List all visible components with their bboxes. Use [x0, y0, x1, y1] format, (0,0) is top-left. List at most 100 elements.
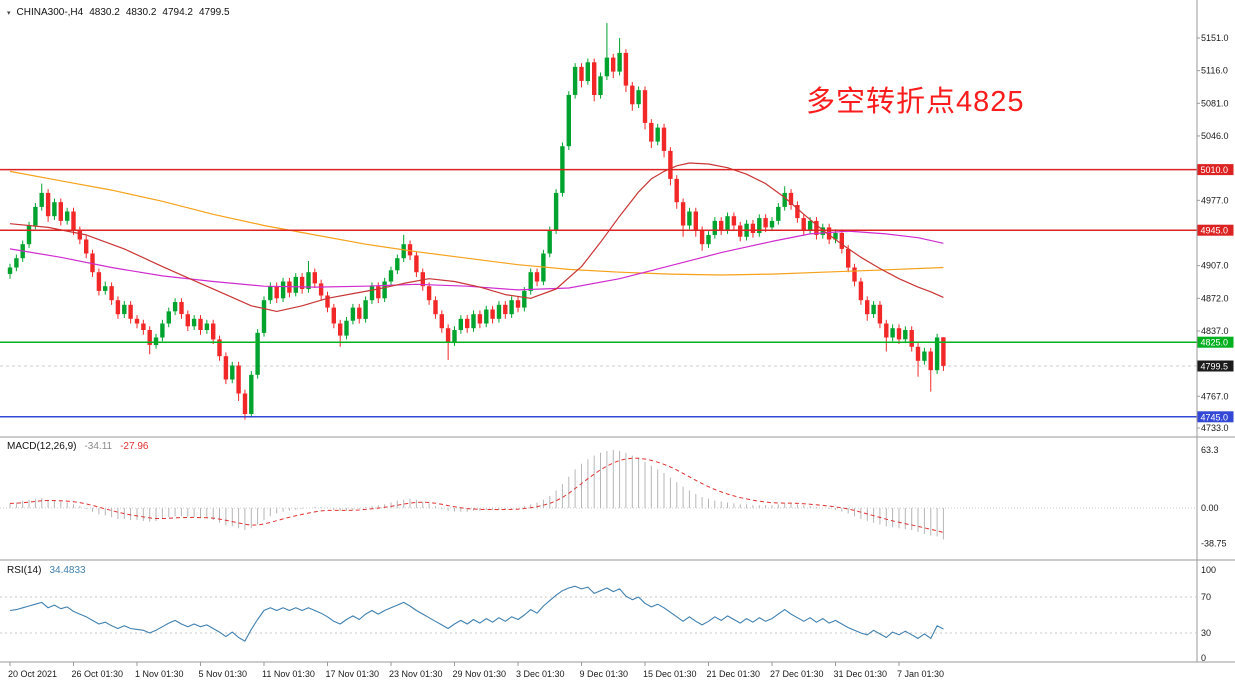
candle-body — [865, 300, 870, 315]
collapse-icon[interactable]: ▾ — [7, 9, 11, 17]
candle-body — [458, 318, 463, 330]
candle-body — [572, 66, 578, 95]
candle-body — [71, 211, 76, 231]
candle-body — [680, 202, 686, 226]
candle-body — [268, 286, 273, 301]
candle-body — [522, 290, 527, 308]
macd-value-main: -34.11 — [84, 441, 113, 452]
candle-body — [242, 393, 248, 414]
candle-body — [318, 283, 324, 296]
candle-body — [687, 211, 692, 226]
time-axis-label: 1 Nov 01:30 — [135, 669, 184, 679]
candle-body — [306, 272, 311, 289]
candle-body — [439, 314, 444, 329]
ohlc-high: 4830.2 — [125, 7, 157, 18]
symbol-period: CHINA300-,H4 — [16, 7, 84, 18]
candle-body — [807, 220, 813, 231]
rsi-axis-tick: 0 — [1201, 653, 1206, 663]
price-tag-4799.5 — [1197, 360, 1234, 372]
candle-body — [928, 351, 933, 371]
candle-body — [33, 206, 38, 226]
ohlc-close: 4799.5 — [199, 7, 230, 18]
candle-body — [376, 286, 381, 299]
candle-body — [877, 304, 883, 324]
candle-body — [350, 307, 356, 321]
time-axis-label: 7 Jan 01:30 — [897, 669, 944, 679]
candle-body — [769, 220, 775, 228]
macd-label: MACD(12,26,9) -34.11 -27.96 — [7, 441, 148, 452]
rsi-name: RSI(14) — [7, 565, 42, 576]
candle-body — [585, 62, 590, 81]
candle-body — [128, 304, 133, 319]
price-axis-tick: 4907.0 — [1201, 261, 1229, 271]
candle-body — [503, 304, 508, 315]
candle-body — [293, 276, 298, 293]
price-tag-label: 4745.0 — [1201, 412, 1229, 422]
candle-body — [553, 192, 559, 231]
price-axis-tick: 5046.0 — [1201, 131, 1229, 141]
price-axis-tick: 4767.0 — [1201, 391, 1229, 401]
candle-body — [712, 220, 717, 235]
rsi-line — [9, 585, 944, 642]
candle-body — [496, 304, 502, 319]
candle-body — [122, 304, 127, 315]
chart-header: ▾ CHINA300-,H4 4830.2 4830.2 4794.2 4799… — [7, 7, 230, 18]
time-axis-label: 11 Nov 01:30 — [262, 669, 315, 679]
candle-body — [471, 314, 476, 329]
candle-body — [465, 318, 470, 329]
candle-body — [674, 178, 679, 203]
candle-body — [738, 225, 743, 237]
candle-body — [217, 339, 222, 357]
candle-body — [655, 127, 660, 142]
macd-axis-tick: -38.75 — [1201, 539, 1227, 549]
candle-body — [801, 218, 806, 231]
rsi-axis-tick: 100 — [1201, 565, 1216, 575]
candle-body — [528, 272, 533, 291]
candle-body — [731, 216, 737, 226]
candle-body — [719, 220, 724, 231]
candle-body — [776, 206, 781, 221]
candle-body — [185, 314, 190, 327]
candle-body — [325, 295, 330, 308]
candle-body — [255, 332, 260, 375]
candle-body — [388, 270, 394, 282]
candle-body — [420, 272, 425, 287]
macd-signal-line — [9, 457, 944, 533]
macd-name: MACD(12,26,9) — [7, 441, 77, 452]
candle-body — [884, 323, 889, 338]
candle-body — [115, 300, 121, 315]
candle-body — [649, 122, 654, 142]
price-tag-label: 4825.0 — [1201, 338, 1229, 348]
candle-body — [52, 202, 57, 217]
candle-body — [312, 272, 317, 284]
time-axis-label: 3 Dec 01:30 — [516, 669, 565, 679]
candle-body — [299, 276, 305, 289]
candle-body — [598, 76, 603, 95]
ohlc-low: 4794.2 — [162, 7, 193, 18]
candle-body — [750, 223, 756, 233]
time-axis-label: 15 Dec 01:30 — [643, 669, 697, 679]
candle-body — [58, 202, 63, 221]
candle-body — [153, 337, 159, 345]
candle-body — [433, 300, 438, 315]
candle-body — [414, 255, 419, 273]
candle-body — [668, 150, 673, 179]
price-tag-label: 5010.0 — [1201, 165, 1229, 175]
candle-body — [922, 351, 927, 361]
candle-body — [788, 192, 794, 205]
candle-body — [172, 302, 178, 312]
candle-body — [757, 218, 762, 233]
rsi-axis-tick: 30 — [1201, 628, 1211, 638]
candle-body — [452, 330, 457, 343]
candle-body — [407, 244, 413, 256]
price-tag-4745.0 — [1197, 411, 1234, 423]
candle-body — [357, 307, 362, 319]
candle-body — [871, 304, 876, 315]
candle-body — [903, 330, 908, 340]
time-axis-label: 31 Dec 01:30 — [834, 669, 888, 679]
candle-body — [65, 211, 70, 221]
candle-body — [820, 227, 825, 235]
time-axis-label: 5 Nov 01:30 — [199, 669, 248, 679]
candle-body — [274, 286, 279, 299]
